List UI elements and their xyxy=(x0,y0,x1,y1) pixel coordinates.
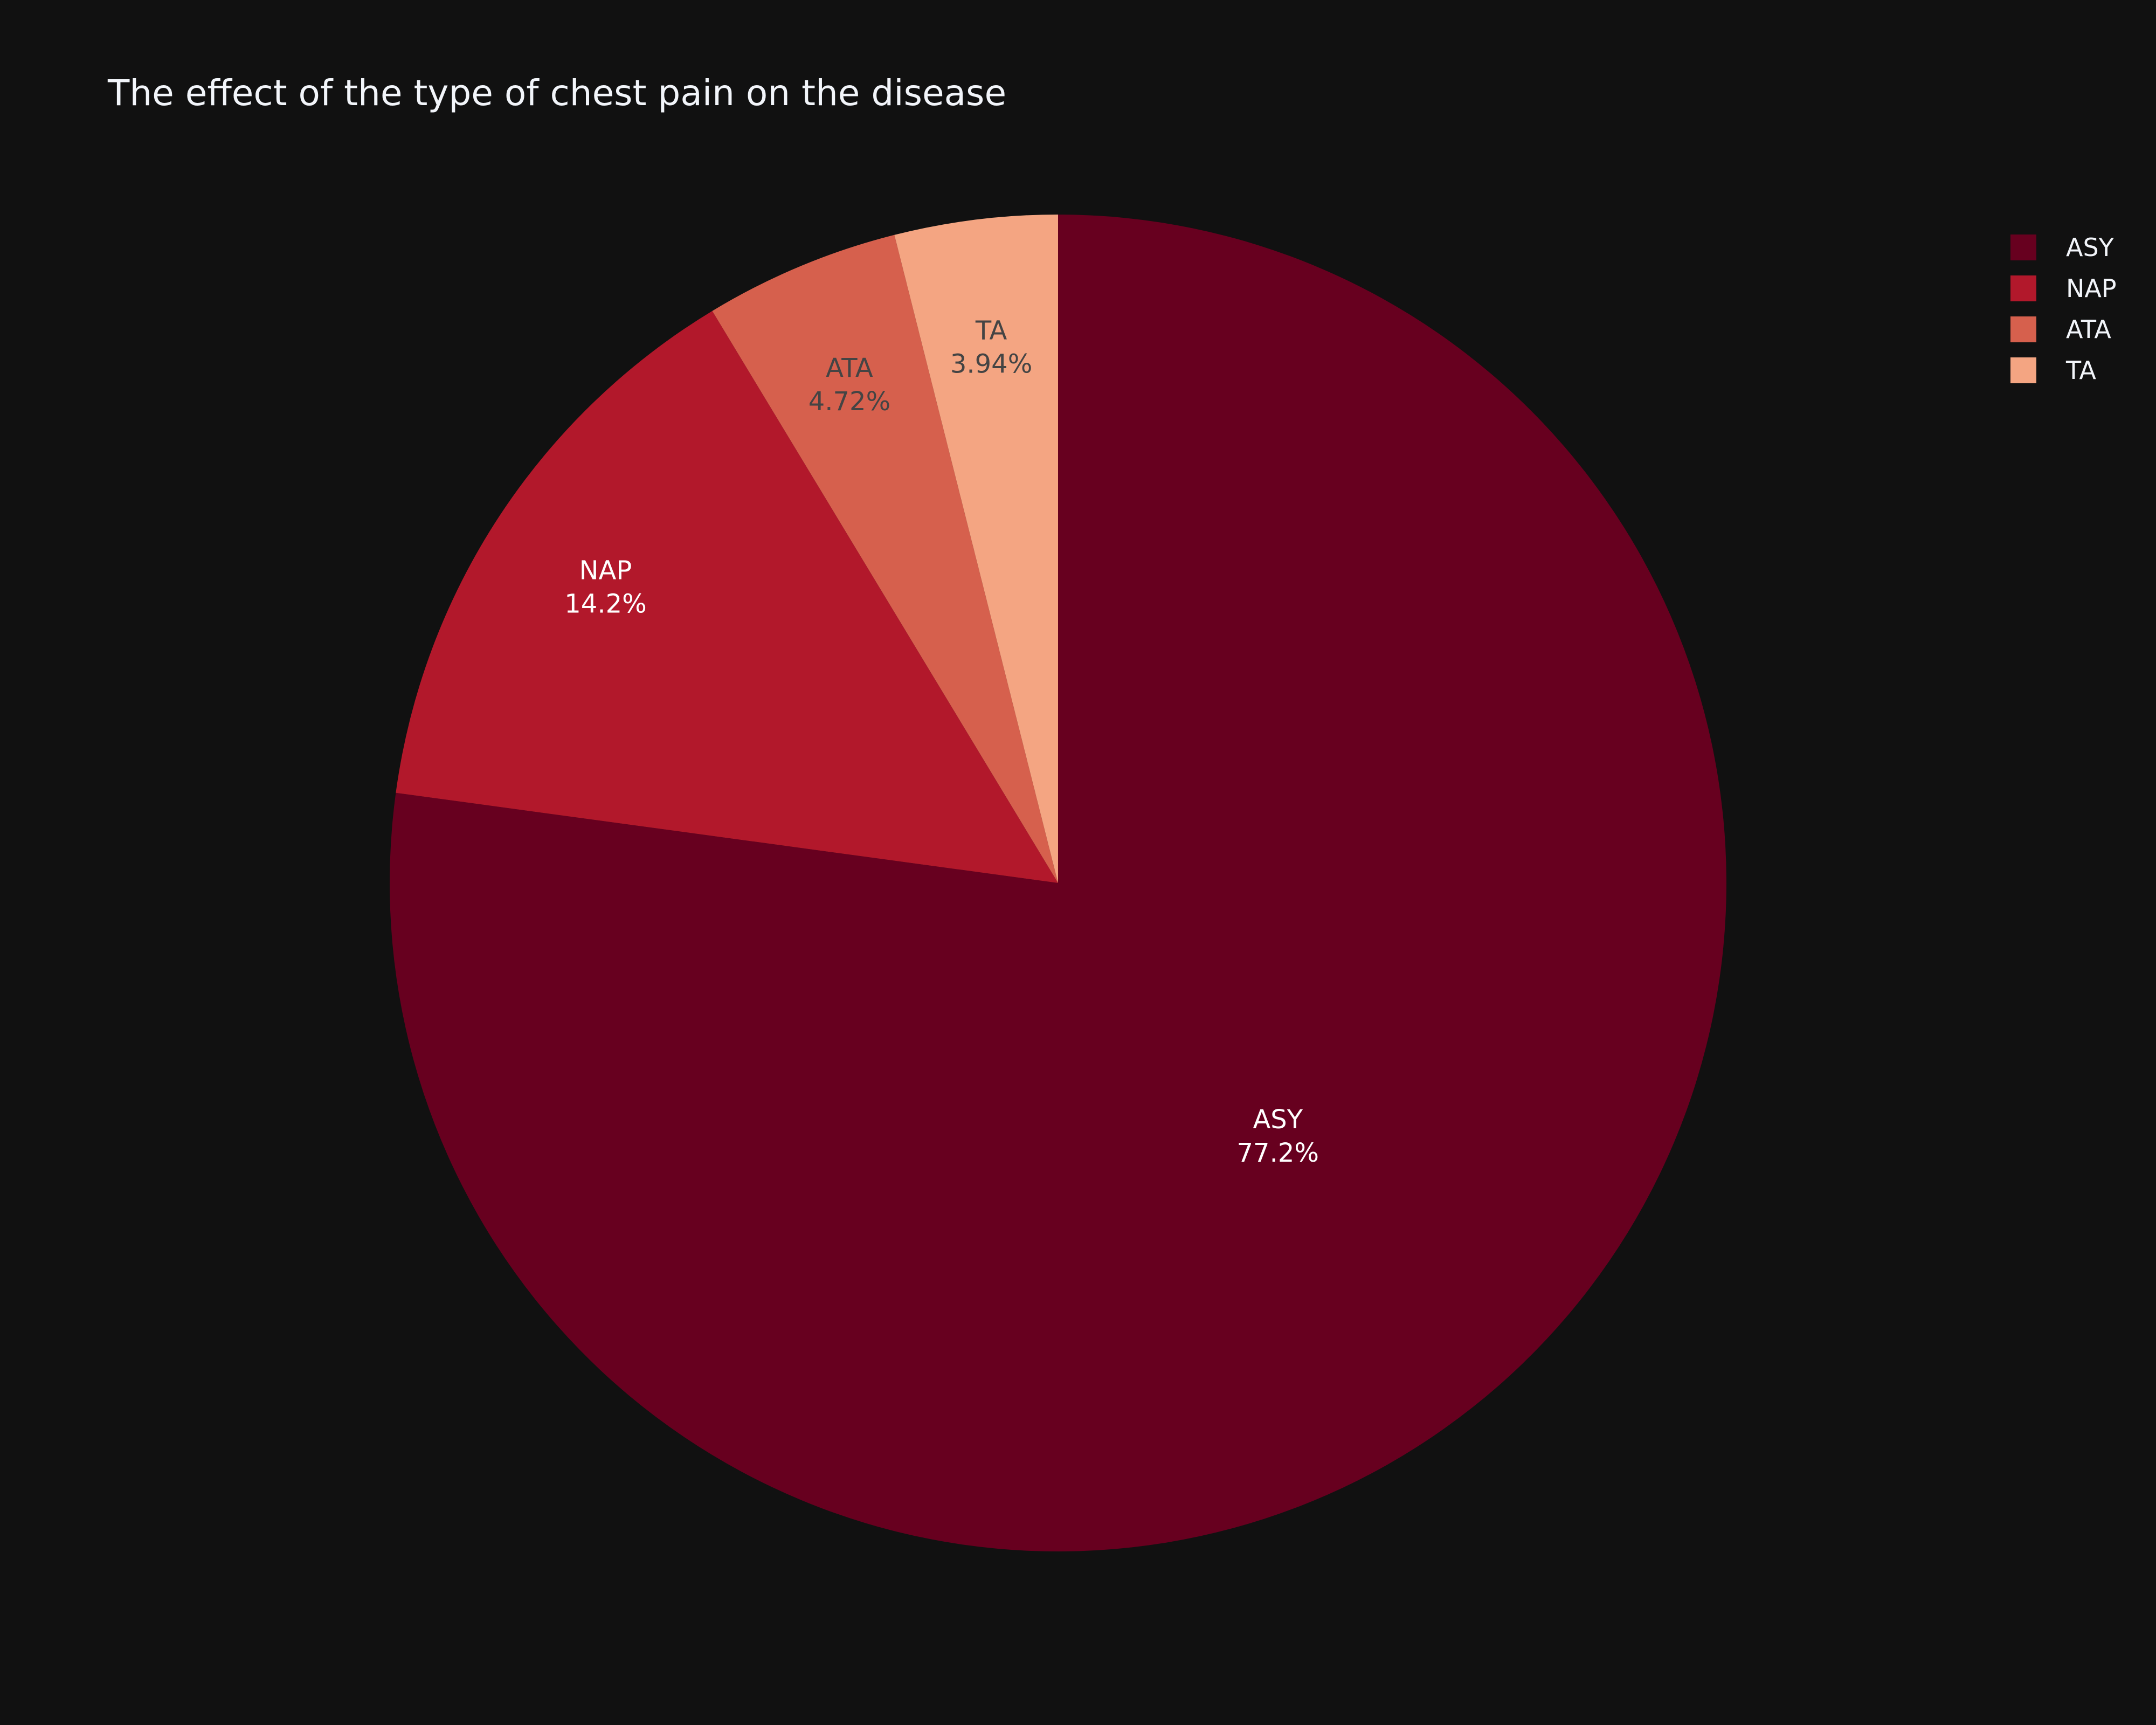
slice-percent-label-nap: 14.2% xyxy=(564,589,646,619)
legend-swatch-ata[interactable] xyxy=(2010,316,2036,342)
slice-name-label-asy: ASY xyxy=(1253,1105,1303,1135)
pie-slices xyxy=(390,215,1726,1551)
legend-item-asy[interactable]: ASY xyxy=(2066,233,2114,262)
legend-swatch-nap[interactable] xyxy=(2010,275,2036,301)
slice-percent-label-ata: 4.72% xyxy=(808,387,890,417)
chart-title: The effect of the type of chest pain on … xyxy=(107,72,1006,114)
slice-name-label-nap: NAP xyxy=(579,556,632,586)
slice-name-label-ta: TA xyxy=(975,315,1007,346)
legend: ASY NAP ATA TA xyxy=(2010,233,2117,385)
slice-percent-label-ta: 3.94% xyxy=(950,349,1032,379)
pie-slice-nap[interactable] xyxy=(396,310,1058,884)
legend-item-ata[interactable]: ATA xyxy=(2066,315,2111,344)
legend-item-ta[interactable]: TA xyxy=(2065,356,2097,385)
slice-name-label-ata: ATA xyxy=(826,353,873,383)
pie-slice-ata[interactable] xyxy=(712,234,1058,883)
legend-item-nap[interactable]: NAP xyxy=(2066,274,2117,303)
slice-percent-label-asy: 77.2% xyxy=(1237,1138,1319,1168)
pie-slice-ta[interactable] xyxy=(894,215,1058,883)
legend-swatch-asy[interactable] xyxy=(2010,234,2036,260)
legend-swatch-ta[interactable] xyxy=(2010,357,2036,383)
